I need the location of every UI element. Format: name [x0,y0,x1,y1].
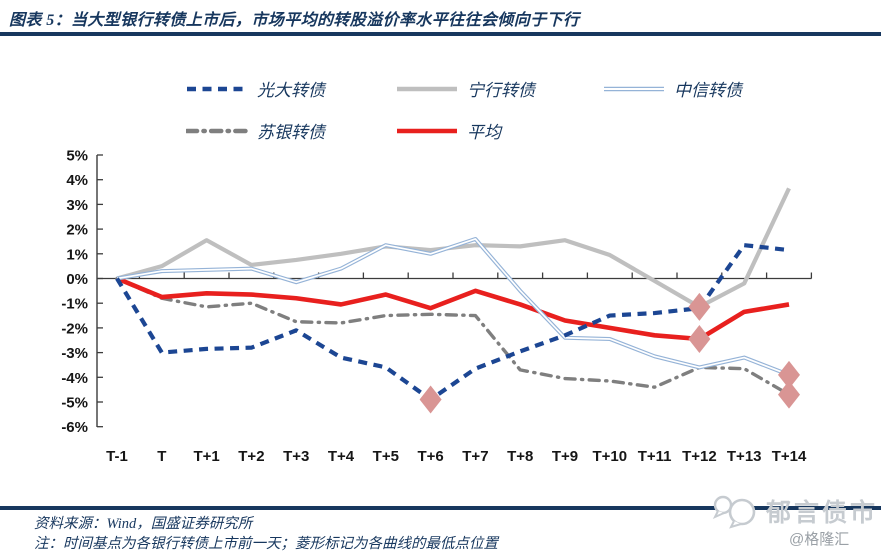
svg-text:T+13: T+13 [727,448,762,465]
svg-text:T+11: T+11 [638,448,672,465]
svg-text:-2%: -2% [61,320,88,337]
svg-text:T+10: T+10 [592,448,627,465]
svg-text:T+3: T+3 [283,448,309,465]
svg-text:T: T [157,448,166,465]
svg-text:T+6: T+6 [417,448,443,465]
legend-item-zhongxin: 中信转债 [603,76,742,101]
svg-text:2%: 2% [66,222,88,239]
legend-label: 中信转债 [674,81,742,100]
svg-text:-5%: -5% [61,395,88,412]
thick-line-key-icon [397,86,457,91]
svg-text:T+14: T+14 [772,448,807,465]
svg-text:T+5: T+5 [373,448,399,465]
double-line-key-icon [604,86,664,91]
legend-label: 苏银转债 [257,123,325,142]
footer-divider [0,506,881,510]
source-text: 资料来源：Wind，国盛证券研究所 [34,516,253,532]
legend-item-suyin: 苏银转债 [186,118,325,143]
legend-item-guangda: 光大转债 [186,76,325,101]
legend-label: 光大转债 [257,81,325,100]
legend-label: 宁行转债 [467,81,535,100]
watermark-text: 郁言债市 [766,499,879,527]
svg-text:3%: 3% [66,197,88,214]
chat-bubbles-logo-icon [712,495,756,529]
svg-text:T+1: T+1 [193,448,219,465]
svg-text:0%: 0% [66,271,88,288]
svg-text:T+7: T+7 [462,448,488,465]
legend-item-ningxing: 宁行转债 [396,76,535,101]
svg-text:1%: 1% [66,246,88,263]
dash-dot-line-key-icon [186,128,248,133]
dashed-line-key-icon [187,86,247,91]
svg-text:T+4: T+4 [328,448,355,465]
svg-text:-1%: -1% [61,296,88,313]
svg-text:-4%: -4% [61,370,88,387]
svg-text:T+8: T+8 [507,448,533,465]
svg-text:-3%: -3% [61,345,88,362]
solid-line-key-icon [397,128,457,133]
title-divider [0,32,881,36]
svg-text:T-1: T-1 [106,448,128,465]
legend-item-average: 平均 [396,118,501,143]
figure-title: 图表 5：当大型银行转债上市后，市场平均的转股溢价率水平往往会倾向于下行 [9,12,580,29]
svg-text:T+2: T+2 [238,448,264,465]
svg-text:T+12: T+12 [682,448,717,465]
note-text: 注：时间基点为各银行转债上市前一天；菱形标记为各曲线的最低点位置 [34,536,498,552]
svg-text:5%: 5% [66,148,88,165]
watermark-handle: @格隆汇 [789,531,850,548]
watermark: 郁言债市 [710,490,878,532]
svg-text:T+9: T+9 [552,448,578,465]
svg-text:4%: 4% [66,172,88,189]
svg-text:-6%: -6% [61,419,88,436]
legend-label: 平均 [467,123,501,142]
